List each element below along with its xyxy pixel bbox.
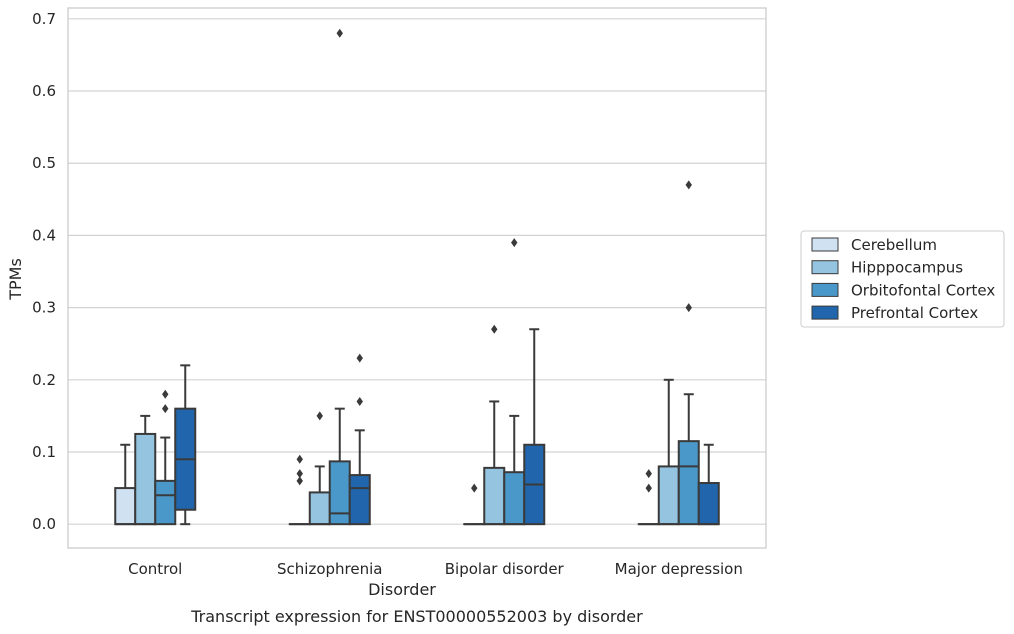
- legend-swatch: [811, 237, 839, 252]
- legend-label: Hipppocampus: [851, 259, 963, 277]
- outlier-point: [471, 483, 478, 493]
- plot-frame: [67, 7, 767, 549]
- legend-swatch: [811, 260, 839, 275]
- x-tick-label: Bipolar disorder: [445, 560, 565, 578]
- outlier-point: [162, 389, 169, 399]
- y-tick-label: 0.4: [32, 226, 56, 244]
- legend-label: Prefrontal Cortex: [851, 304, 978, 322]
- x-axis-title: Disorder: [368, 580, 436, 599]
- box-body: [134, 432, 157, 526]
- box-orbitofontal-cortex: [503, 238, 526, 526]
- box-hipppocampus: [483, 324, 506, 526]
- outlier-point: [645, 483, 652, 493]
- box-orbitofontal-cortex: [677, 180, 700, 526]
- y-tick-label: 0.1: [32, 443, 56, 461]
- y-tick-label: 0.2: [32, 371, 56, 389]
- box-body: [308, 491, 331, 526]
- y-tick-label: 0.5: [32, 154, 56, 172]
- box-body: [657, 465, 680, 526]
- y-axis-title: TPMs: [6, 258, 25, 301]
- outlier-point: [685, 303, 692, 313]
- box-orbitofontal-cortex: [328, 28, 351, 526]
- outlier-point: [316, 411, 323, 421]
- box-hipppocampus: [308, 411, 331, 526]
- x-tick-label: Major depression: [615, 560, 743, 578]
- outlier-point: [336, 28, 343, 38]
- box-body: [348, 474, 371, 526]
- outlier-point: [491, 324, 498, 334]
- outlier-point: [356, 396, 363, 406]
- box-body: [697, 482, 720, 526]
- outlier-point: [645, 469, 652, 479]
- box-body: [483, 466, 506, 526]
- box-cerebellum: [114, 443, 137, 526]
- box-body: [114, 487, 137, 526]
- y-tick-label: 0.6: [32, 82, 56, 100]
- legend-frame: [800, 230, 1005, 328]
- outlier-point: [296, 476, 303, 486]
- box-prefrontal-cortex: [174, 364, 197, 526]
- box-prefrontal-cortex: [697, 443, 720, 526]
- box-body: [154, 479, 177, 526]
- outlier-point: [685, 180, 692, 190]
- box-body: [328, 460, 351, 526]
- legend-label: Cerebellum: [851, 236, 937, 254]
- legend-label: Orbitofontal Cortex: [851, 281, 995, 299]
- outlier-point: [511, 238, 518, 248]
- x-axis-ticks: Control Schizophrenia Bipolar disorder Majo…: [128, 560, 743, 578]
- y-axis-ticks: 0.0 0.1 0.2 0.3 0.4 0.5 0.6 0.7: [32, 10, 56, 533]
- box-prefrontal-cortex: [523, 328, 546, 526]
- legend: Cerebellum Hipppocampus Orbitofontal Corte…: [800, 230, 1005, 328]
- legend-swatch: [811, 282, 839, 297]
- x-tick-label: Control: [128, 560, 182, 578]
- box-body: [677, 440, 700, 526]
- outlier-point: [162, 404, 169, 414]
- box-hipppocampus: [657, 378, 680, 526]
- box-orbitofontal-cortex: [154, 389, 177, 526]
- legend-swatch: [811, 305, 839, 320]
- grid-lines: [68, 18, 766, 525]
- box-plot-area: [114, 28, 720, 526]
- outlier-point: [296, 454, 303, 464]
- box-cerebellum: [288, 454, 311, 526]
- box-cerebellum: [463, 483, 486, 526]
- outlier-point: [356, 353, 363, 363]
- box-cerebellum: [637, 469, 660, 526]
- y-tick-label: 0.3: [32, 299, 56, 317]
- x-tick-label: Schizophrenia: [277, 560, 382, 578]
- box-prefrontal-cortex: [348, 353, 371, 526]
- chart-caption: Transcript expression for ENST0000055200…: [190, 607, 643, 626]
- box-body: [503, 471, 526, 526]
- outlier-point: [296, 469, 303, 479]
- y-tick-label: 0.0: [32, 515, 56, 533]
- box-hipppocampus: [134, 414, 157, 526]
- y-tick-label: 0.7: [32, 10, 56, 28]
